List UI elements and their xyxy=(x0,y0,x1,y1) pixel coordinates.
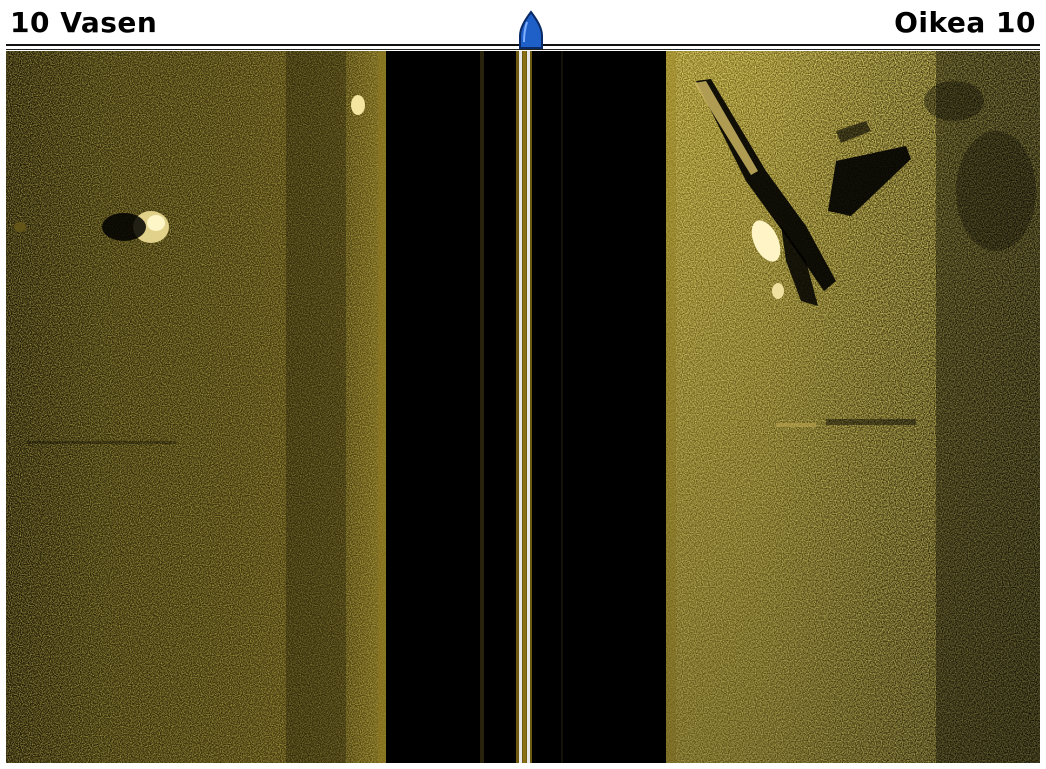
water-column-line-right xyxy=(561,51,563,763)
side-imaging-sonar-view xyxy=(6,51,1040,763)
boat-position-icon xyxy=(519,10,543,49)
center-track xyxy=(516,51,532,763)
right-range-label: Oikea 10 xyxy=(894,6,1036,39)
right-targets xyxy=(694,79,1036,427)
left-shadow-line xyxy=(26,441,176,444)
left-bottom-return xyxy=(6,51,386,763)
header-divider xyxy=(6,49,1040,50)
left-range-label: 10 Vasen xyxy=(10,6,158,39)
water-column-line xyxy=(480,51,484,763)
left-targets xyxy=(14,95,365,243)
sonar-image xyxy=(6,51,1040,763)
range-header: 10 Vasen Oikea 10 xyxy=(6,4,1040,50)
